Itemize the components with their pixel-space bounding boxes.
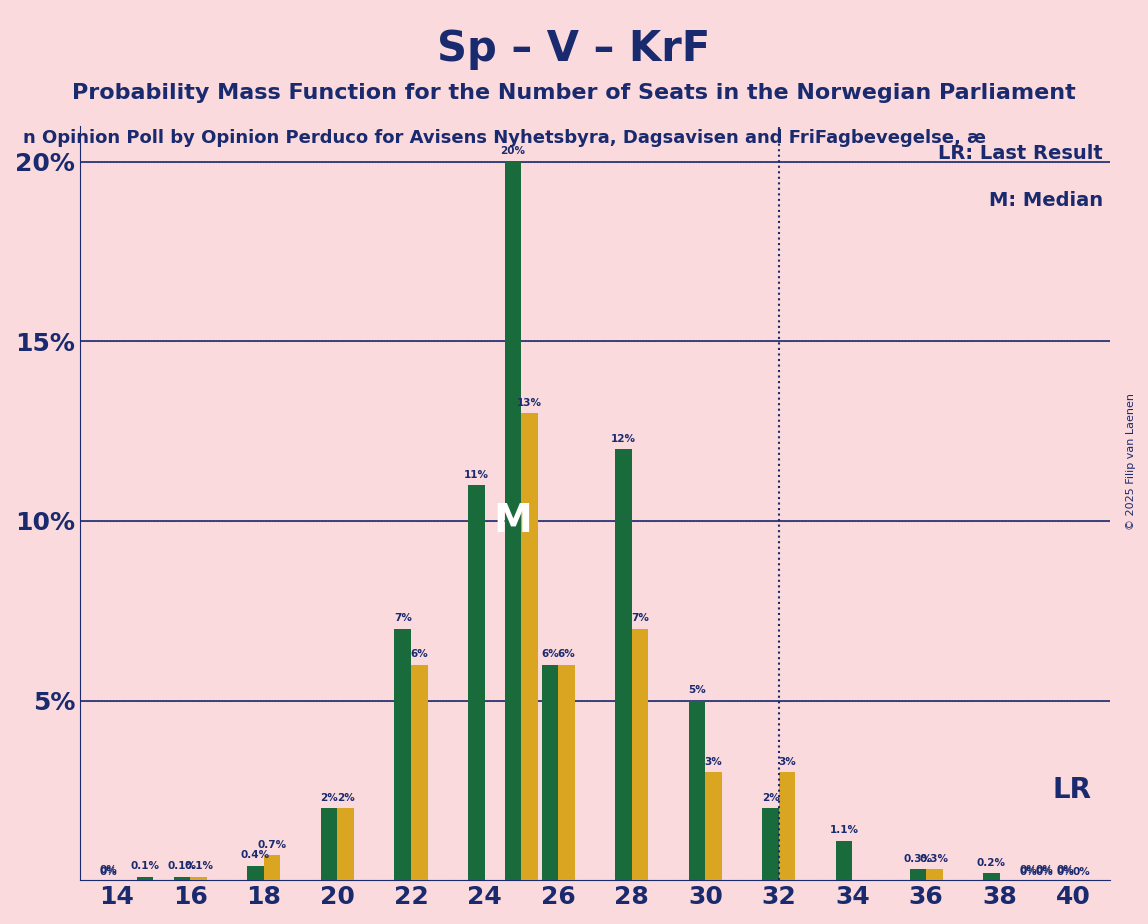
Bar <box>247 866 264 881</box>
Text: 0.7%: 0.7% <box>257 840 287 849</box>
Text: 0%: 0% <box>100 865 117 875</box>
Text: 7%: 7% <box>631 614 649 624</box>
Bar <box>191 877 207 881</box>
Bar <box>264 855 280 881</box>
Text: M: Median: M: Median <box>988 190 1103 210</box>
Text: 12%: 12% <box>611 433 636 444</box>
Bar <box>173 877 191 881</box>
Bar <box>505 162 521 881</box>
Text: 6%: 6% <box>541 650 559 659</box>
Text: 13%: 13% <box>517 398 542 407</box>
Text: LR: Last Result: LR: Last Result <box>938 144 1103 163</box>
Text: 0.3%: 0.3% <box>903 854 932 864</box>
Text: 7%: 7% <box>394 614 412 624</box>
Text: 0.4%: 0.4% <box>241 850 270 860</box>
Text: 0.1%: 0.1% <box>131 861 160 871</box>
Text: 5%: 5% <box>688 686 706 695</box>
Text: 3%: 3% <box>778 757 796 767</box>
Text: 0%: 0% <box>100 867 117 877</box>
Bar <box>909 869 926 881</box>
Bar <box>338 808 354 881</box>
Text: 6%: 6% <box>410 650 428 659</box>
Bar <box>983 873 1000 881</box>
Text: 2%: 2% <box>762 793 779 803</box>
Bar <box>320 808 338 881</box>
Text: 0%: 0% <box>1035 867 1054 877</box>
Text: 0%: 0% <box>1019 865 1037 875</box>
Text: 0.3%: 0.3% <box>920 854 949 864</box>
Text: 1.1%: 1.1% <box>830 825 859 835</box>
Text: © 2025 Filip van Laenen: © 2025 Filip van Laenen <box>1126 394 1135 530</box>
Bar <box>468 485 484 881</box>
Text: Probability Mass Function for the Number of Seats in the Norwegian Parliament: Probability Mass Function for the Number… <box>72 83 1076 103</box>
Text: 3%: 3% <box>705 757 722 767</box>
Text: Sp – V – KrF: Sp – V – KrF <box>437 28 711 69</box>
Bar <box>615 449 631 881</box>
Text: 0%: 0% <box>1019 867 1037 877</box>
Bar <box>836 841 853 881</box>
Bar <box>762 808 778 881</box>
Bar <box>411 664 427 881</box>
Text: 0%: 0% <box>1056 865 1073 875</box>
Text: 0.1%: 0.1% <box>168 861 196 871</box>
Text: 2%: 2% <box>320 793 338 803</box>
Text: 0.1%: 0.1% <box>184 861 214 871</box>
Text: 20%: 20% <box>501 146 526 156</box>
Bar <box>558 664 575 881</box>
Bar <box>395 628 411 881</box>
Text: 0%: 0% <box>1056 867 1073 877</box>
Bar <box>705 772 722 881</box>
Text: 6%: 6% <box>558 650 575 659</box>
Text: 0.2%: 0.2% <box>977 857 1006 868</box>
Bar <box>521 413 538 881</box>
Bar <box>778 772 796 881</box>
Text: 2%: 2% <box>336 793 355 803</box>
Bar <box>542 664 558 881</box>
Text: M: M <box>494 502 533 540</box>
Text: LR: LR <box>1053 776 1092 805</box>
Text: 0%: 0% <box>1072 867 1091 877</box>
Bar <box>137 877 154 881</box>
Text: 0%: 0% <box>1035 865 1054 875</box>
Text: n Opinion Poll by Opinion Perduco for Avisens Nyhetsbyra, Dagsavisen and FriFagb: n Opinion Poll by Opinion Perduco for Av… <box>23 129 986 147</box>
Bar <box>631 628 649 881</box>
Bar <box>689 700 705 881</box>
Text: 11%: 11% <box>464 469 489 480</box>
Bar <box>926 869 943 881</box>
